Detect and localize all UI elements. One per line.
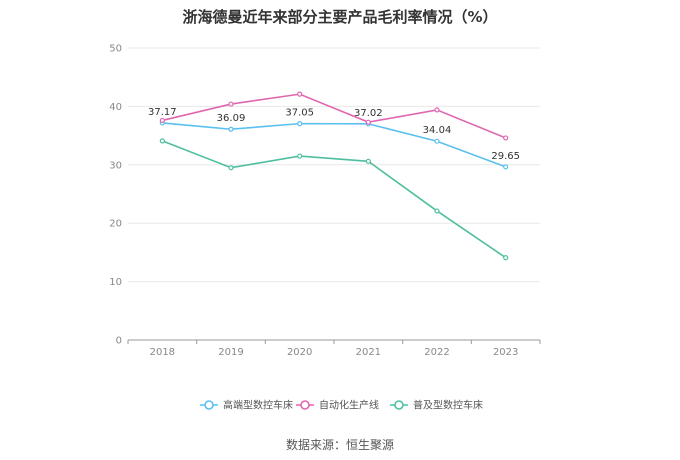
legend-swatch-marker	[300, 400, 310, 410]
series-line	[162, 93, 506, 139]
data-label: 36.09	[217, 113, 246, 124]
data-point	[434, 107, 440, 113]
data-label: 34.04	[423, 125, 452, 136]
x-tick-label: 2023	[493, 347, 518, 358]
x-tick-label: 2019	[218, 347, 243, 358]
x-tick-label: 2018	[150, 347, 175, 358]
x-tick-label: 2022	[424, 347, 449, 358]
series-line	[162, 122, 506, 168]
y-tick-label: 30	[109, 160, 122, 171]
chart-title: 浙海德曼近年来部分主要产品毛利率情况（%）	[182, 8, 498, 26]
data-source: 数据来源：恒生聚源	[285, 438, 394, 452]
data-point	[228, 126, 234, 132]
data-point	[365, 158, 371, 164]
x-tick-label: 2021	[356, 347, 381, 358]
data-point	[434, 138, 440, 144]
data-point	[503, 135, 509, 141]
series-line	[162, 140, 507, 259]
legend-label: 自动化生产线	[319, 399, 379, 412]
data-point	[365, 119, 371, 125]
series-lines	[159, 91, 509, 261]
y-tick-label: 10	[109, 277, 122, 288]
data-point	[159, 117, 165, 124]
data-label: 29.65	[491, 151, 520, 162]
data-label: 37.17	[148, 107, 177, 118]
legend-swatch-marker	[394, 400, 404, 410]
legend-swatch-marker	[204, 400, 214, 410]
gridlines	[128, 47, 540, 283]
legend-label: 高端型数控车床	[223, 399, 293, 412]
data-point	[228, 165, 234, 171]
legend: 高端型数控车床 自动化生产线 普及型数控车床	[200, 399, 483, 412]
data-labels: 37.17 36.09 37.05 37.02 34.04 29.65	[148, 107, 520, 162]
y-tick-label: 40	[109, 102, 122, 113]
data-point	[159, 138, 165, 144]
data-point	[228, 101, 234, 107]
data-label: 37.05	[285, 108, 314, 119]
data-point	[503, 255, 509, 261]
data-point	[297, 121, 303, 127]
data-point	[434, 208, 440, 214]
data-point	[503, 164, 509, 170]
data-point	[297, 153, 303, 159]
data-label: 37.02	[354, 108, 383, 119]
legend-label: 普及型数控车床	[413, 399, 483, 412]
y-tick-label: 20	[109, 219, 122, 230]
axes: 0 10 20 30 40 50 2018 2019 2020 2021 2022 2023	[109, 44, 541, 358]
y-tick-label: 0	[116, 336, 122, 347]
x-tick-label: 2020	[287, 347, 312, 358]
data-point	[297, 91, 303, 97]
y-tick-label: 50	[109, 44, 122, 55]
